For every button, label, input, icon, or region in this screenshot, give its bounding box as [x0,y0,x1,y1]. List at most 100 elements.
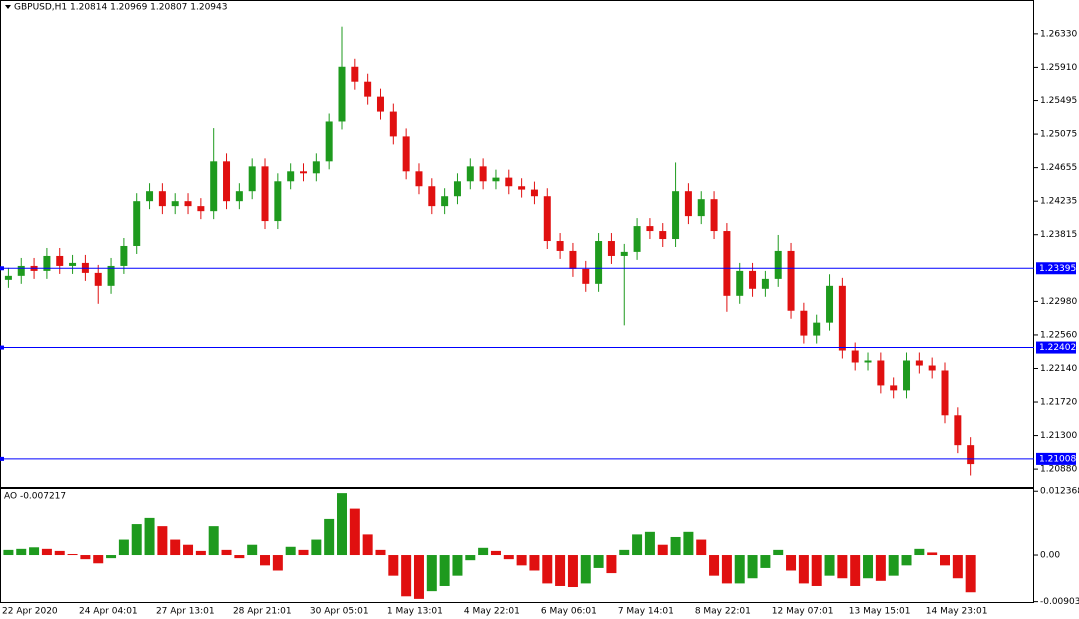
x-tick-label: 7 May 14:01 [618,607,674,617]
candle-body [453,181,461,197]
candle-body [569,250,577,269]
ao-bar [183,544,194,556]
ao-bar [41,548,52,556]
ao-bar [285,546,296,556]
ao-bar [29,547,40,556]
ao-bar [516,555,527,566]
ao-bar [747,555,758,579]
ao-bar [670,536,681,556]
x-tick-label: 30 Apr 05:01 [310,607,369,617]
ao-bar [16,548,27,556]
candle-body [915,360,923,366]
ao-bar [798,555,809,584]
candle-body [466,166,474,182]
candle-body [582,268,590,284]
ao-bar [683,531,694,556]
candle-body [723,231,731,296]
ao-bar [439,555,450,586]
candle-body [749,270,757,289]
horizontal-line-anchor [0,266,4,271]
y-tick-label: 1.23815 [1040,230,1077,240]
candle-body [813,322,821,336]
candle-body [633,226,641,252]
candle-body [389,111,397,137]
ao-bar [157,526,168,556]
candle-body [376,96,384,112]
y-tick-label: 1.22980 [1040,297,1077,307]
candle-body [325,121,333,162]
ao-bar [619,549,630,556]
candle-body [428,186,436,207]
candle-body [197,206,205,212]
ao-bar [875,555,886,581]
ao-bar [567,555,578,588]
ao-bar [54,550,65,556]
ao-bar [529,555,540,571]
candle-body [274,181,282,222]
menu-arrow[interactable] [5,5,11,9]
ao-bar [311,539,322,556]
ao-bar [721,555,732,584]
ao-bar [349,508,360,556]
ao-bar [272,555,283,571]
candle-body [864,360,872,363]
ao-bar [324,518,335,556]
ao-bar [760,555,771,568]
y-tick-label: 1.21300 [1040,431,1077,441]
candle-body [672,191,680,240]
ao-bar [465,555,476,561]
ao-bar [426,555,437,592]
candle-body [736,270,744,296]
candle-body [146,191,154,202]
candle-body [967,445,975,465]
ao-bar [914,548,925,556]
candle-body [235,191,243,202]
ao-bar [144,517,155,556]
ao-bar [388,555,399,576]
ao-bar [118,539,129,556]
candle-body [518,186,526,190]
chart-header: GBPUSD,H1 1.20814 1.20969 1.20807 1.2094… [14,3,227,13]
ao-bar [773,549,784,556]
price-label-box [1036,341,1076,354]
x-tick-label: 8 May 22:01 [695,607,751,617]
candle-body [415,171,423,187]
ao-bar [401,555,412,597]
candle-body [17,265,25,276]
ao-bar [811,555,822,586]
y-tick-label: -0.009036 [1040,597,1079,607]
ao-bar [131,524,142,556]
candle-body [287,171,295,182]
ao-bar [850,555,861,586]
candle-body [543,196,551,242]
y-tick-label: 1.25910 [1040,63,1077,73]
ao-bar [3,549,14,556]
x-tick-label: 14 May 23:01 [926,607,988,617]
y-tick-label: 1.24235 [1040,197,1077,207]
x-tick-label: 12 May 07:01 [772,607,834,617]
price-label-box [1036,452,1076,465]
candle-body [800,310,808,336]
price-label: 1.23395 [1039,264,1076,274]
candle-body [184,201,192,207]
candle-body [530,189,538,197]
ao-bar [234,555,245,559]
candle-body [928,365,936,371]
candle-body [607,241,615,256]
candle-body [300,171,308,174]
x-tick-label: 27 Apr 13:01 [156,607,215,617]
ao-bar [362,534,373,556]
y-tick-label: 1.24655 [1040,163,1077,173]
y-tick-label: 1.26330 [1040,29,1077,39]
ao-bar [298,549,309,556]
candle-body [710,199,718,232]
ao-bar [734,555,745,584]
candle-body [684,191,692,217]
ao-bar [696,539,707,556]
ao-bar [170,539,181,556]
x-tick-label: 13 May 15:01 [849,607,911,617]
candle-body [223,161,231,202]
ao-bar [490,550,501,556]
candle-body [107,265,115,286]
y-tick-label: 0.012368 [1040,487,1079,497]
